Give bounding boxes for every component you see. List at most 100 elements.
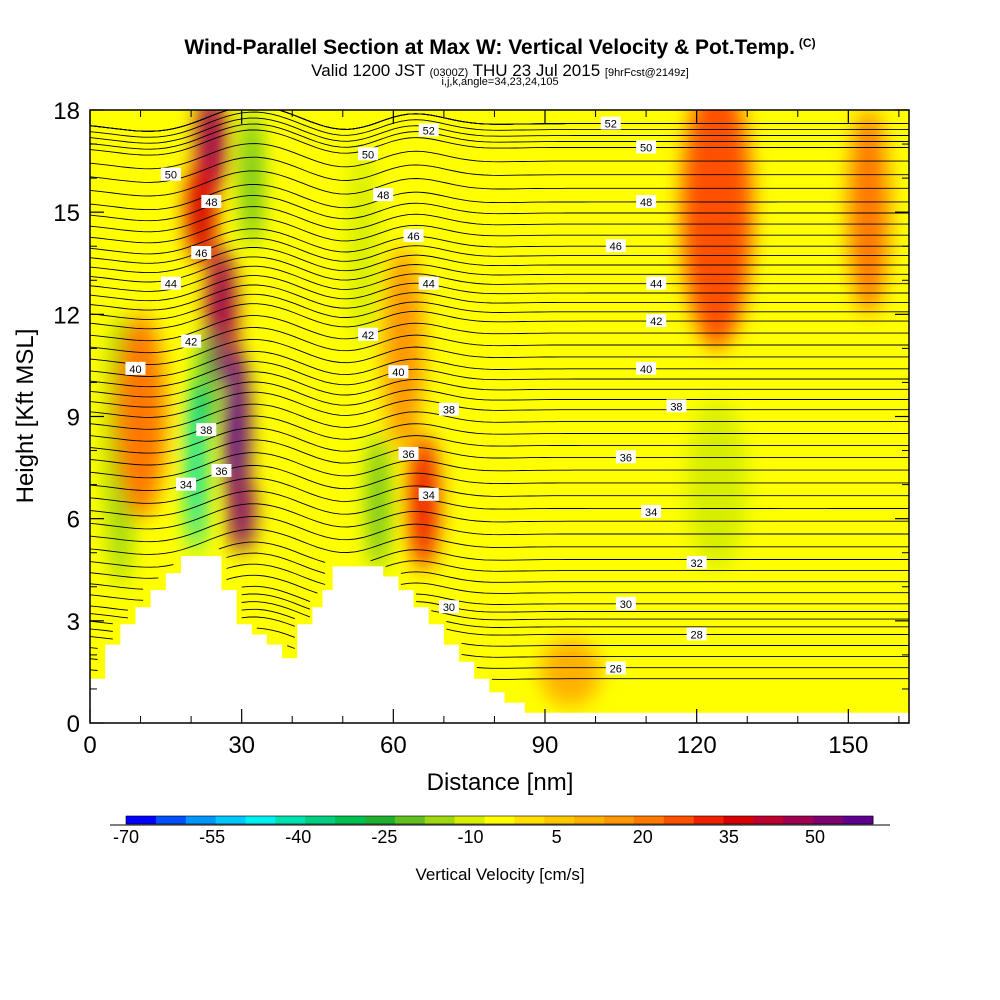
theta-contour [90, 315, 909, 342]
theta-contour [90, 206, 909, 233]
svg-text:48: 48 [640, 197, 652, 209]
svg-text:26: 26 [610, 664, 622, 676]
x-tick-label: 30 [228, 732, 255, 759]
contour-label: 38 [196, 423, 217, 437]
svg-text:48: 48 [205, 197, 217, 209]
contour-label: 48 [373, 188, 394, 202]
svg-text:34: 34 [180, 480, 192, 492]
colorbar-tick-label: -25 [371, 827, 397, 847]
contour-label: 30 [438, 600, 459, 614]
colorbar-swatch [275, 816, 306, 824]
svg-text:40: 40 [129, 364, 141, 376]
colorbar-swatch [633, 816, 665, 824]
theta-contour [90, 371, 909, 398]
svg-text:34: 34 [423, 490, 435, 502]
theta-contour [90, 143, 909, 170]
contour-label: 34 [641, 504, 662, 519]
velocity-cell [198, 331, 214, 434]
velocity-cell [539, 637, 601, 706]
colorbar-swatch [753, 816, 784, 824]
x-tick-label: 120 [677, 732, 717, 759]
contour-label: 52 [418, 123, 439, 137]
theta-contour [90, 563, 909, 590]
theta-contour [491, 678, 909, 680]
theta-contour [90, 477, 909, 504]
colorbar-swatch [126, 816, 157, 824]
contour-label: 52 [600, 116, 621, 131]
svg-text:42: 42 [185, 337, 197, 349]
theta-contour [90, 184, 909, 211]
contour-label: 50 [358, 147, 379, 161]
theta-contour [90, 228, 909, 255]
theta-contour [90, 129, 909, 156]
theta-contour [90, 265, 909, 292]
y-axis-label: Height [Kft MSL] [12, 329, 39, 504]
svg-text:48: 48 [377, 190, 389, 202]
contour-label: 28 [686, 627, 707, 641]
colorbar-label: Vertical Velocity [cm/s] [415, 865, 584, 884]
theta-contour [90, 247, 909, 274]
plot-area: 52 52 50 50 50 48 48 48 46 46 46 44 44 44 42 42 42 40 40 40… [90, 110, 909, 723]
theta-contour [90, 391, 909, 418]
potential-temperature-contours [90, 110, 909, 680]
theta-contour [90, 415, 909, 442]
colorbar-tick-label: -40 [285, 827, 311, 847]
theta-contour [90, 350, 909, 377]
y-tick-label: 18 [53, 98, 80, 125]
contour-label: 30 [615, 596, 636, 611]
theta-contour [90, 574, 909, 601]
svg-text:30: 30 [443, 602, 455, 614]
contour-label: 36 [615, 450, 636, 464]
y-tick-label: 15 [53, 200, 80, 227]
colorbar-swatch [723, 816, 754, 824]
contour-label: 32 [686, 555, 707, 570]
theta-contour [90, 601, 909, 625]
contour-label: 38 [438, 402, 459, 417]
contour-label: 34 [176, 477, 197, 492]
theta-contour [90, 284, 909, 311]
svg-text:30: 30 [620, 599, 632, 611]
colorbar-swatch [693, 816, 725, 824]
svg-text:44: 44 [165, 279, 177, 291]
theta-contour [90, 552, 909, 579]
x-axis-label: Distance [nm] [427, 769, 574, 796]
svg-text:40: 40 [392, 367, 404, 379]
copyright-mark: (C) [798, 36, 816, 50]
velocity-cell [115, 314, 166, 519]
svg-text:44: 44 [423, 279, 435, 291]
theta-contour [90, 667, 909, 671]
colorbar-swatch [365, 816, 396, 824]
forecast-label: [9hrFcst@2149z] [604, 67, 689, 79]
svg-text:40: 40 [640, 364, 652, 376]
theta-contour [90, 616, 909, 640]
contour-labels: 52 52 50 50 50 48 48 48 46 46 46 44 44 44 42 42 42 40 40 40… [125, 116, 707, 676]
velocity-cell [186, 161, 217, 264]
theta-contour [90, 627, 909, 649]
svg-text:32: 32 [691, 558, 703, 570]
colorbar-swatch [484, 816, 515, 824]
svg-text:50: 50 [362, 149, 374, 161]
contour-label: 36 [211, 463, 232, 478]
svg-text:38: 38 [443, 405, 455, 417]
theta-contour [90, 541, 909, 568]
svg-text:38: 38 [200, 425, 212, 437]
velocity-cell [229, 470, 255, 553]
y-tick-label: 3 [67, 609, 80, 636]
theta-contour [90, 111, 909, 138]
colorbar-tick-label: 35 [719, 827, 739, 847]
theta-contour [90, 361, 909, 388]
colorbar-tick-label: 5 [552, 827, 562, 847]
colorbar-swatch [454, 816, 486, 824]
theta-contour [90, 403, 909, 430]
colorbar-swatch [843, 816, 874, 824]
velocity-cell [823, 518, 874, 655]
colorbar-swatch [185, 816, 217, 824]
colorbar: -70 -55 -40 -25 -10 5 20 35 50 [110, 815, 890, 847]
theta-contour [90, 217, 909, 244]
theta-contour [90, 490, 909, 517]
theta-contour [90, 439, 909, 466]
colorbar-tick-label: -55 [199, 827, 225, 847]
x-tick-label: 90 [532, 732, 559, 759]
